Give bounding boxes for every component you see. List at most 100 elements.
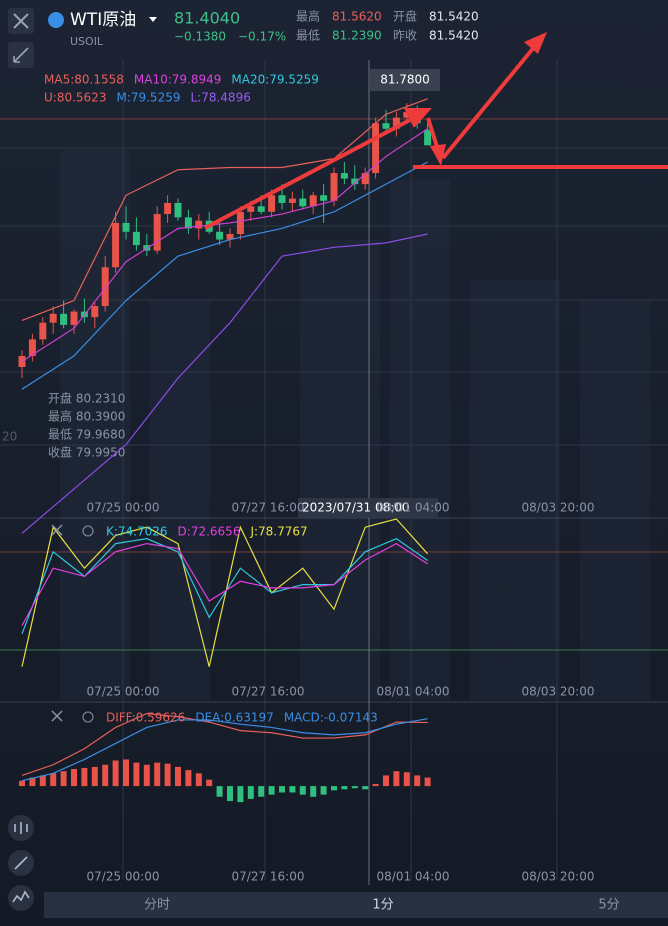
macd-bar [175, 766, 181, 787]
symbol-icon [48, 12, 64, 28]
legend-entry: U:80.5623 [44, 91, 106, 105]
candle-body [236, 211, 244, 235]
candle-body [184, 217, 192, 229]
candle-body [247, 206, 255, 212]
line-m [21, 161, 428, 390]
ohlc-open: 开盘 80.2310 [48, 391, 125, 406]
macd-bar [414, 775, 421, 787]
candle-body [382, 123, 390, 129]
macd-bar [185, 770, 192, 787]
macd-bar [289, 786, 296, 793]
candle-body [164, 202, 172, 215]
candle-body [195, 220, 203, 229]
high-label: 最高 [296, 9, 320, 24]
line-d [21, 542, 428, 626]
macd-bar [351, 786, 358, 789]
candle-body [330, 173, 338, 201]
tool-icons [12, 822, 30, 903]
time-label: 08/03 20:00 [522, 501, 595, 515]
candle-body [424, 129, 432, 146]
time-label: 07/27 16:00 [232, 870, 305, 884]
line-l [21, 233, 428, 534]
time-label: 08/01 04:00 [377, 685, 450, 699]
time-label: 07/25 00:00 [87, 870, 160, 884]
macd-bar [143, 764, 150, 787]
macd-bar [393, 771, 400, 787]
macd-bar [341, 786, 348, 790]
edge-label: 20 [2, 430, 17, 444]
candle-body [101, 267, 109, 307]
plots: MA5:80.1558 MA10:79.8949 MA20:79.5259 U:80.… [18, 73, 595, 884]
tab[interactable]: 5分 [598, 898, 619, 913]
line-diff [21, 712, 428, 776]
tool-indicator[interactable] [8, 885, 34, 911]
candle-body [91, 306, 99, 318]
candle-body [288, 198, 296, 203]
macd-bar [258, 786, 265, 797]
time-label: 07/27 16:00 [232, 685, 305, 699]
prev-label: 昨收 [393, 29, 417, 43]
legend-entry: MA5:80.1558 [44, 73, 124, 87]
legend-entry: J:78.7767 [249, 525, 307, 539]
open-label: 开盘 [393, 9, 417, 24]
collapse-icon [13, 47, 29, 63]
candle-body [174, 202, 182, 218]
tab[interactable]: 分时 [144, 898, 170, 913]
grid [0, 60, 668, 885]
candle-body [39, 322, 47, 340]
macd-bar [91, 766, 98, 787]
macd-bar [123, 759, 129, 787]
candle-body [216, 231, 224, 240]
macd-bar [331, 786, 337, 791]
close-indicator[interactable] [51, 524, 63, 722]
macd-bar [164, 763, 171, 787]
legend-entry: K:74.7026 [106, 525, 168, 539]
close-icon [13, 13, 29, 29]
time-label: 08/03 20:00 [522, 870, 595, 884]
candle-body [299, 198, 307, 207]
macd-bar [362, 786, 369, 790]
candle-body [361, 173, 369, 185]
legend-entry: MACD:-0.07143 [284, 711, 378, 725]
tooltip-box [370, 69, 440, 91]
candle-body [257, 206, 265, 212]
open: 81.5420 [429, 10, 479, 24]
candle-body [70, 311, 78, 325]
tab-active[interactable]: 1分 [372, 898, 393, 913]
annotations [204, 32, 668, 230]
low-label: 最低 [296, 29, 320, 43]
time-label: 07/25 00:00 [87, 501, 160, 515]
candle-body [309, 195, 317, 207]
code: USOIL [70, 35, 104, 48]
macd-bar [237, 786, 244, 803]
macd-bar [39, 775, 46, 787]
candle-body [320, 195, 328, 201]
dropdown-icon[interactable] [149, 17, 157, 22]
symbol[interactable]: WTI原油 [70, 10, 136, 30]
candle-body [132, 231, 140, 246]
macd-bar [216, 786, 223, 797]
macd-bar [71, 769, 77, 787]
macd-bar [227, 786, 233, 802]
settings-macd[interactable] [82, 711, 94, 723]
macd-bar [424, 777, 431, 787]
macd-bar [50, 773, 57, 787]
macd-bar [372, 783, 379, 787]
macd-bar [206, 779, 213, 787]
macd-bar [133, 762, 140, 787]
line-k [21, 537, 428, 635]
time-label: 08/01 04:00 [377, 501, 450, 515]
buildings [60, 150, 650, 700]
legend-entry: D:72.6656 [178, 525, 241, 539]
macd-bar [81, 767, 88, 787]
line-dea [21, 718, 428, 782]
macd-bar [112, 760, 119, 787]
tab-bar [44, 892, 668, 918]
settings-kdj[interactable] [82, 525, 94, 537]
tooltip: 81.7800 [380, 73, 430, 87]
candle-body [340, 173, 348, 179]
candle-body [392, 117, 400, 129]
ohlc-low: 最低 79.9680 [48, 428, 125, 442]
legend-entry: MA10:79.8949 [134, 73, 222, 87]
